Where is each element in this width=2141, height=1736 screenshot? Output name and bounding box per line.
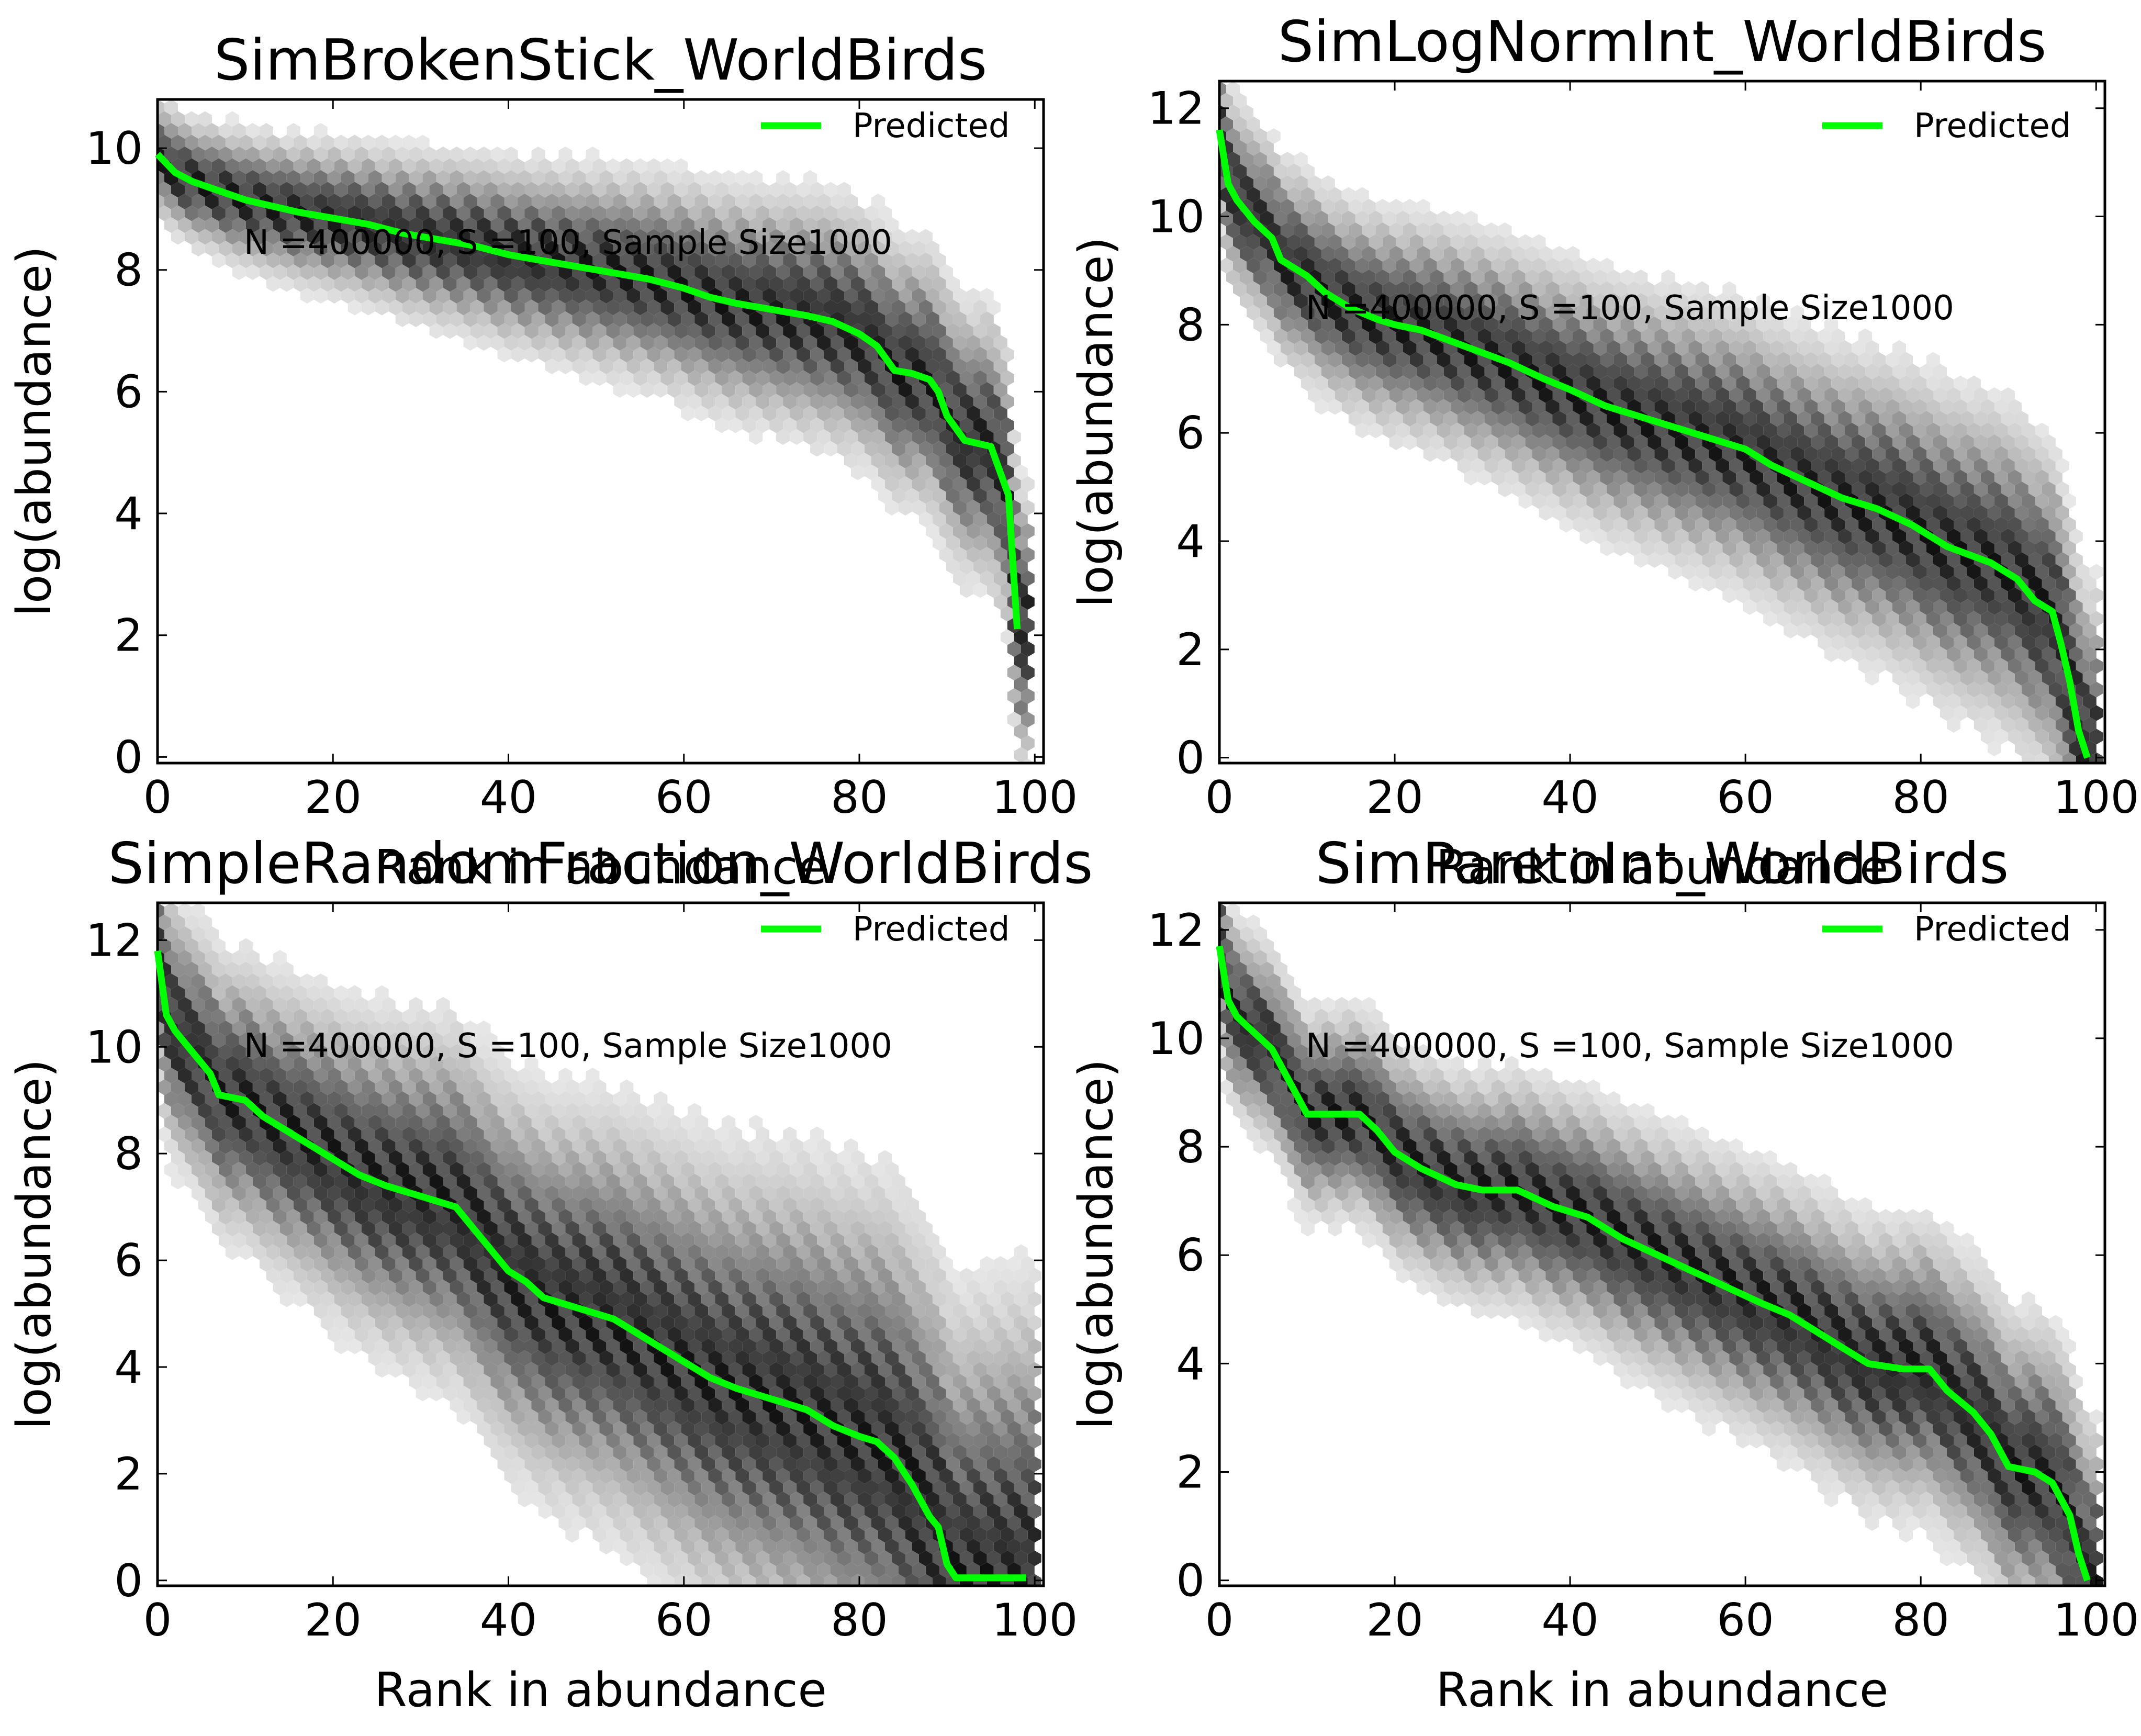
y-tick-label: 2 xyxy=(1176,1447,1205,1499)
x-tick-label: 20 xyxy=(305,771,362,824)
annotation-text: N =400000, S =100, Sample Size1000 xyxy=(1306,1027,1954,1066)
predicted-line xyxy=(1216,129,2091,759)
x-axis-label: Rank in abundance xyxy=(1436,1663,1889,1718)
x-tick-label: 60 xyxy=(655,771,712,824)
x-tick-label: 100 xyxy=(992,771,1078,824)
chart-title: SimpleRandomFraction_WorldBirds xyxy=(108,831,1093,897)
y-tick-label: 10 xyxy=(86,1021,143,1073)
x-tick-label: 60 xyxy=(1717,1594,1774,1647)
y-tick-label: 8 xyxy=(114,244,143,297)
x-tick-label: 60 xyxy=(1717,771,1774,824)
density-band xyxy=(158,903,1041,1586)
chart-title: SimParetoInt_WorldBirds xyxy=(1316,831,2009,897)
x-tick-label: 0 xyxy=(143,1594,172,1647)
x-tick-label: 80 xyxy=(1892,1594,1949,1647)
y-tick-label: 12 xyxy=(1148,83,1205,135)
legend-label: Predicted xyxy=(853,107,1010,145)
predicted-line xyxy=(1216,945,2091,1582)
y-tick-label: 8 xyxy=(114,1128,143,1180)
y-tick-label: 0 xyxy=(114,731,143,783)
y-tick-label: 6 xyxy=(1176,407,1205,460)
x-axis-label: Rank in abundance xyxy=(374,1663,827,1718)
density-band xyxy=(158,99,1035,763)
y-tick-label: 10 xyxy=(86,122,143,175)
x-tick-label: 60 xyxy=(655,1594,712,1647)
y-tick-label: 6 xyxy=(114,1235,143,1287)
annotation-text: N =400000, S =100, Sample Size1000 xyxy=(244,223,892,262)
legend-label: Predicted xyxy=(1914,107,2071,145)
y-tick-label: 12 xyxy=(86,914,143,967)
axes-frame xyxy=(1218,80,2106,765)
x-tick-label: 20 xyxy=(1366,771,1423,824)
panel-1: 0 20 40 60 80 100 0 2 4 6 8 10 N =400000, S =100, Sa… xyxy=(7,28,1078,895)
x-tick-label: 80 xyxy=(1892,771,1949,824)
y-tick-label: 2 xyxy=(114,610,143,662)
x-tick-label: 100 xyxy=(2053,1594,2139,1647)
x-axis-label: Rank in abundance xyxy=(1436,840,1889,895)
x-tick-label: 40 xyxy=(1541,771,1598,824)
legend: Predicted xyxy=(761,910,1010,949)
y-tick-label: 8 xyxy=(1176,299,1205,351)
x-tick-label: 20 xyxy=(1366,1594,1423,1647)
density-band xyxy=(1219,903,2103,1586)
panel-2: 0 20 40 60 80 100 0 2 4 6 8 10 12 N =400000, S =100, … xyxy=(1069,9,2139,895)
x-tick-label: 0 xyxy=(1205,1594,1234,1647)
panel-3: 0 20 40 60 80 100 0 2 4 6 8 10 12 N =400000, S =100, … xyxy=(7,831,1093,1718)
x-tick-label: 100 xyxy=(992,1594,1078,1647)
y-tick-label: 10 xyxy=(1148,1013,1205,1065)
legend: Predicted xyxy=(1822,910,2071,949)
predicted-line xyxy=(154,950,1026,1582)
legend-label: Predicted xyxy=(853,910,1010,949)
y-axis-label: log(abundance) xyxy=(1069,1059,1124,1430)
panel-4: 0 20 40 60 80 100 0 2 4 6 8 10 12 N =400000, S =100, … xyxy=(1069,831,2139,1718)
predicted-line xyxy=(155,152,1021,630)
annotation-text: N =400000, S =100, Sample Size1000 xyxy=(1306,289,1954,328)
legend: Predicted xyxy=(1822,107,2071,145)
x-tick-label: 80 xyxy=(831,771,888,824)
x-tick-label: 100 xyxy=(2053,771,2139,824)
y-tick-label: 6 xyxy=(1176,1229,1205,1282)
x-tick-label: 0 xyxy=(1205,771,1234,824)
density-band xyxy=(1219,81,2103,763)
y-tick-label: 2 xyxy=(1176,624,1205,676)
y-axis-label: log(abundance) xyxy=(7,246,62,617)
y-tick-label: 10 xyxy=(1148,191,1205,243)
y-tick-label: 2 xyxy=(114,1448,143,1500)
x-tick-label: 40 xyxy=(480,1594,537,1647)
y-tick-label: 4 xyxy=(1176,516,1205,568)
y-tick-label: 4 xyxy=(114,1341,143,1394)
y-axis-label: log(abundance) xyxy=(1069,237,1124,608)
chart-title: SimBrokenStick_WorldBirds xyxy=(214,28,987,93)
legend-label: Predicted xyxy=(1914,910,2071,949)
y-axis-label: log(abundance) xyxy=(7,1059,62,1430)
legend: Predicted xyxy=(761,107,1010,145)
y-tick-label: 6 xyxy=(114,366,143,418)
axes-frame xyxy=(1218,901,2106,1587)
y-tick-label: 0 xyxy=(114,1555,143,1607)
y-tick-label: 12 xyxy=(1148,904,1205,957)
y-tick-label: 8 xyxy=(1176,1121,1205,1173)
x-tick-label: 40 xyxy=(1541,1594,1598,1647)
x-tick-label: 0 xyxy=(143,771,172,824)
y-tick-label: 4 xyxy=(1176,1338,1205,1390)
x-axis-label: Rank in abundance xyxy=(374,840,827,895)
y-tick-label: 4 xyxy=(114,488,143,540)
y-tick-label: 0 xyxy=(1176,732,1205,785)
y-tick-label: 0 xyxy=(1176,1555,1205,1607)
axes-frame xyxy=(156,98,1045,765)
x-tick-label: 80 xyxy=(831,1594,888,1647)
x-tick-label: 20 xyxy=(305,1594,362,1647)
axes-frame xyxy=(156,901,1045,1587)
chart-title: SimLogNormInt_WorldBirds xyxy=(1278,9,2047,75)
x-tick-label: 40 xyxy=(480,771,537,824)
annotation-text: N =400000, S =100, Sample Size1000 xyxy=(244,1027,892,1066)
